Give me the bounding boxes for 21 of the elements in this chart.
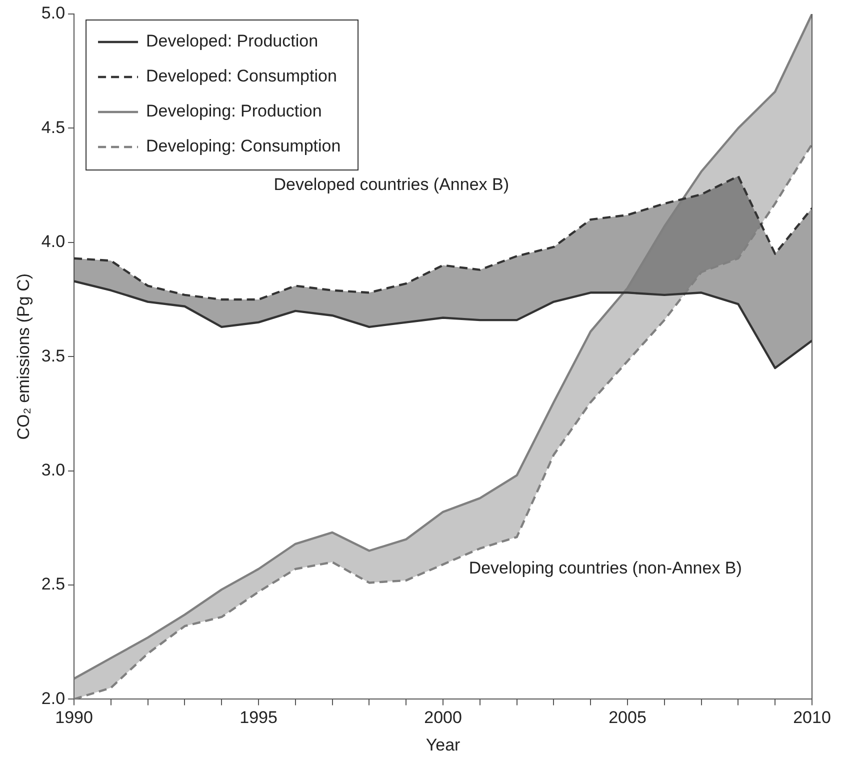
y-tick-label: 5.0 <box>41 4 66 23</box>
x-tick-label: 1990 <box>55 708 93 728</box>
x-tick-label: 1995 <box>240 708 278 728</box>
y-tick-label: 3.0 <box>41 460 66 480</box>
legend-label: Developing: Consumption <box>146 136 341 156</box>
x-axis-title: Year <box>426 735 461 754</box>
x-tick-label: 2010 <box>793 708 831 728</box>
y-tick-label: 4.5 <box>41 118 66 137</box>
x-tick-label: 2005 <box>608 708 646 728</box>
x-tick-label: 2000 <box>424 708 462 728</box>
legend-label: Developing: Production <box>146 102 322 121</box>
y-tick-label: 2.0 <box>41 688 66 708</box>
annotation: Developed countries (Annex B) <box>274 174 510 194</box>
legend-label: Developed: Production <box>146 32 318 51</box>
y-tick-label: 2.5 <box>41 574 66 594</box>
y-tick-label: 3.5 <box>41 346 66 366</box>
legend-label: Developed: Consumption <box>146 66 337 86</box>
annotation: Developing countries (non-Annex B) <box>468 558 742 578</box>
line-series <box>74 175 812 301</box>
y-axis-title: CO₂ emissions (Pg C) <box>14 273 33 440</box>
y-tick-label: 4.0 <box>41 232 66 252</box>
